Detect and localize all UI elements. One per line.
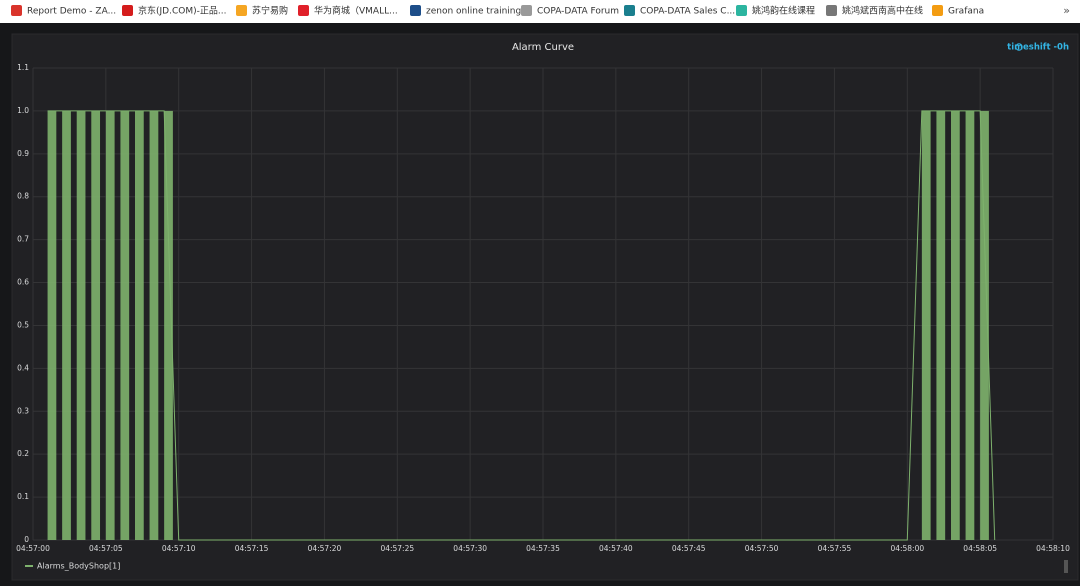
x-tick-label: 04:57:55 bbox=[818, 544, 852, 553]
x-tick-label: 04:58:05 bbox=[963, 544, 997, 553]
timeshift: timeshift -0h bbox=[1007, 43, 1069, 53]
y-tick-label: 0 bbox=[24, 535, 29, 544]
bar bbox=[980, 110, 989, 540]
bookmark[interactable]: 京东(JD.COM)-正品... bbox=[138, 5, 226, 17]
y-tick-label: 0.6 bbox=[17, 278, 29, 287]
bar bbox=[105, 110, 115, 540]
bookmarks: Report Demo - ZA... 京东(JD.COM)-正品... 苏宁易购 华… bbox=[11, 5, 984, 17]
y-tick-label: 1.1 bbox=[17, 63, 29, 72]
bar bbox=[951, 110, 960, 540]
bookmarks-bar bbox=[0, 0, 1080, 23]
x-tick-label: 04:57:15 bbox=[235, 544, 269, 553]
bookmark-icon bbox=[932, 5, 943, 16]
series-line bbox=[47, 110, 996, 541]
y-tick-label: 0.9 bbox=[17, 149, 29, 158]
bookmark[interactable]: 姚鸿韵在线课程 bbox=[752, 5, 815, 17]
bookmark-icon bbox=[298, 5, 309, 16]
y-tick-label: 0.2 bbox=[17, 449, 29, 458]
bookmark[interactable]: 华为商城（VMALL... bbox=[314, 5, 398, 17]
y-tick-label: 0.1 bbox=[17, 492, 29, 501]
bar bbox=[135, 110, 144, 540]
panel-title[interactable]: Alarm Curve bbox=[512, 42, 574, 53]
bar bbox=[149, 110, 159, 540]
bookmark-icon bbox=[736, 5, 747, 16]
x-tick-label: 04:57:40 bbox=[599, 544, 633, 553]
x-tick-label: 04:58:00 bbox=[890, 544, 924, 553]
bar bbox=[91, 110, 101, 540]
y-tick-label: 0.4 bbox=[17, 363, 29, 372]
clock-icon bbox=[1015, 43, 1023, 51]
bookmark-icon bbox=[826, 5, 837, 16]
bar bbox=[965, 110, 975, 540]
x-tick-label: 04:57:45 bbox=[672, 544, 706, 553]
x-tick-label: 04:57:25 bbox=[380, 544, 414, 553]
legend-label[interactable]: Alarms_BodyShop[1] bbox=[37, 562, 120, 571]
bookmark[interactable]: Grafana bbox=[948, 7, 984, 17]
x-tick-label: 04:57:20 bbox=[308, 544, 342, 553]
bar bbox=[47, 110, 57, 540]
bookmark-icon bbox=[410, 5, 421, 16]
bar bbox=[921, 110, 931, 540]
bookmark-icon bbox=[236, 5, 247, 16]
bookmark[interactable]: COPA-DATA Forum bbox=[537, 7, 619, 17]
panel bbox=[11, 33, 1079, 581]
bookmark-icon bbox=[624, 5, 635, 16]
plot: 0 0.1 0.2 0.3 0.4 0.5 0.6 0.7 0.8 0.9 1.0 1.1 04:57:… bbox=[16, 63, 1070, 553]
bookmark[interactable]: 姚鸿斌西南高中在线 bbox=[842, 5, 923, 17]
bookmark[interactable]: 苏宁易购 bbox=[252, 5, 288, 17]
bookmark[interactable]: COPA-DATA Sales C... bbox=[640, 7, 735, 17]
x-tick-label: 04:57:30 bbox=[453, 544, 487, 553]
y-tick-label: 0.8 bbox=[17, 192, 29, 201]
x-tick-label: 04:57:05 bbox=[89, 544, 123, 553]
bar bbox=[76, 110, 86, 540]
y-tick-label: 0.3 bbox=[17, 406, 29, 415]
x-tick-label: 04:57:10 bbox=[162, 544, 196, 553]
bar bbox=[120, 110, 130, 540]
x-tick-label: 04:57:50 bbox=[745, 544, 779, 553]
y-tick-label: 0.7 bbox=[17, 235, 29, 244]
bookmark[interactable]: Report Demo - ZA... bbox=[27, 7, 116, 17]
bar bbox=[936, 110, 946, 540]
y-tick-label: 1.0 bbox=[17, 106, 29, 115]
bookmarks-more[interactable]: » bbox=[1063, 4, 1070, 17]
x-tick-label: 04:58:10 bbox=[1036, 544, 1070, 553]
bookmark-icon bbox=[122, 5, 133, 16]
x-tick-label: 04:57:35 bbox=[526, 544, 560, 553]
bookmark[interactable]: zenon online training bbox=[426, 7, 521, 17]
scrollbar bbox=[1064, 560, 1068, 573]
bookmark-icon bbox=[11, 5, 22, 16]
bookmark-icon bbox=[521, 5, 532, 16]
bar bbox=[62, 110, 71, 540]
y-tick-label: 0.5 bbox=[17, 320, 29, 329]
x-tick-label: 04:57:00 bbox=[16, 544, 50, 553]
bar bbox=[164, 110, 173, 540]
